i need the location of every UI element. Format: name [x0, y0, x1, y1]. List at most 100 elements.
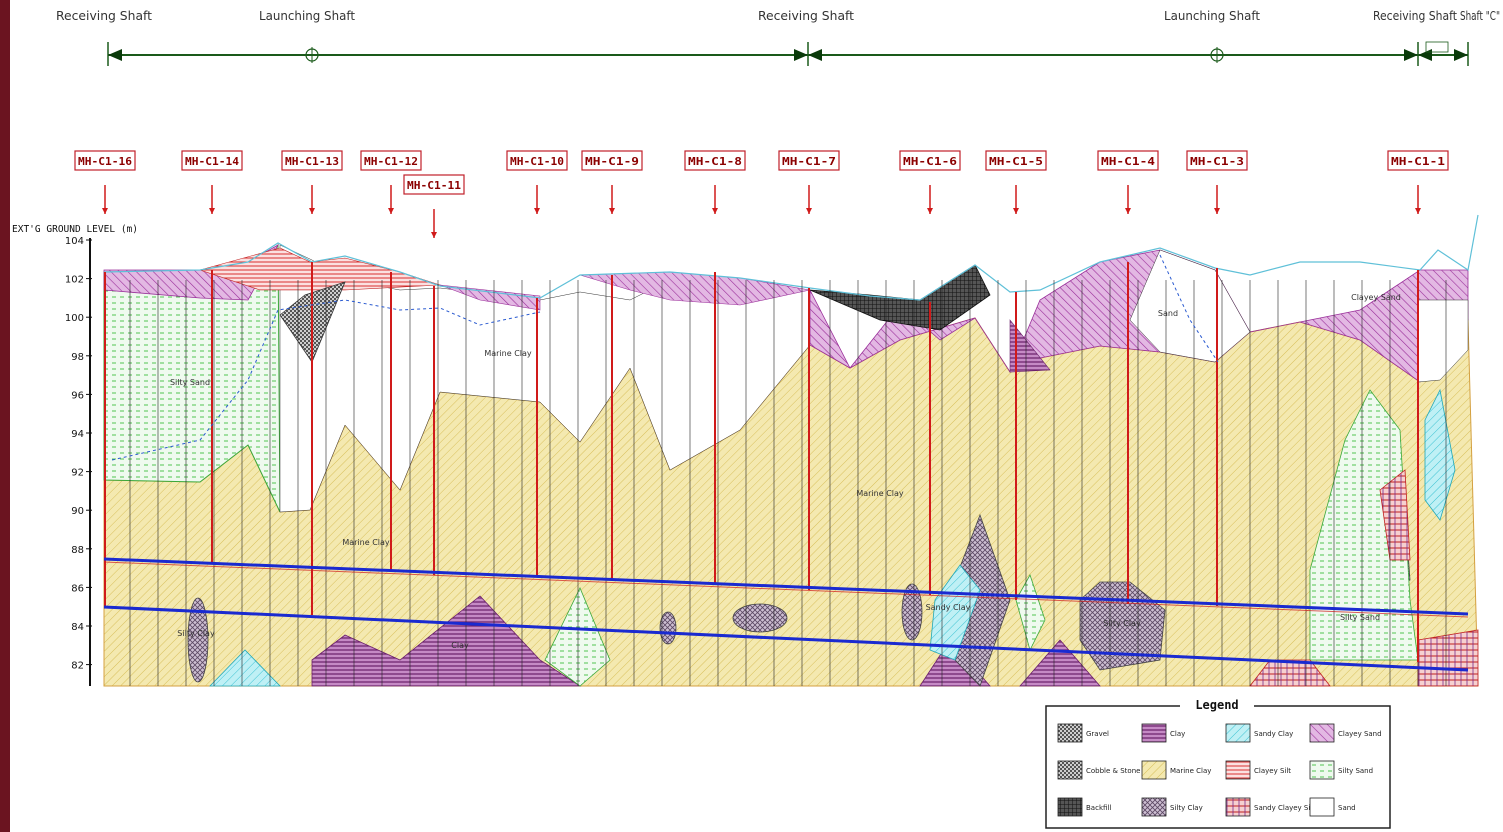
manhole-arrow-head: [431, 232, 437, 238]
stratum-clay: [1009, 319, 1051, 373]
manhole-marker: MH-C1-12: [360, 150, 422, 214]
shaft-label: Launching Shaft: [259, 9, 355, 23]
stratum-clay: [1019, 639, 1101, 687]
shaft-label: Receiving Shaft: [56, 9, 152, 23]
manhole-label-box: [1387, 150, 1449, 171]
manhole-label: MH-C1-4: [1101, 155, 1155, 168]
manhole-label: MH-C1-14: [185, 155, 239, 168]
legend-swatch: [1141, 723, 1167, 743]
manhole-label-box: [360, 150, 422, 171]
legend-item: Silty Clay: [1141, 797, 1203, 817]
legend-label: Marine Clay: [1170, 767, 1211, 775]
stratum-silty-clay: [659, 611, 677, 645]
soil-label: Marine Clay: [484, 349, 532, 358]
manhole-label-box: [581, 150, 643, 171]
legend-label: Sand: [1338, 804, 1356, 812]
pipe-redline: [103, 561, 1469, 618]
manhole-markers: MH-C1-16 MH-C1-14 MH-C1-13 MH-C1-12 MH-C1-11…: [74, 150, 1449, 238]
manhole-label-box: [1186, 150, 1248, 171]
manhole-marker: MH-C1-3: [1186, 150, 1248, 214]
manhole-arrow-head: [209, 208, 215, 214]
stratum-clayey-sand: [439, 284, 541, 311]
axis-tick-label: 86: [71, 583, 84, 594]
axis-tick-label: 100: [65, 313, 84, 324]
manhole-label: MH-C1-16: [78, 155, 132, 168]
stratum-silty-sand: [544, 587, 611, 687]
axis-tick-label: 98: [71, 352, 84, 363]
legend-label: Backfill: [1086, 804, 1111, 812]
axis-tick-label: 90: [71, 506, 84, 517]
legend-swatch: [1057, 797, 1083, 817]
soil-label: Sand: [1158, 309, 1178, 318]
stratum-silty-clay: [187, 597, 209, 683]
legend-item: Clayey Silt: [1225, 760, 1291, 780]
manhole-label-box: [1097, 150, 1159, 171]
frame-left-border: [0, 0, 10, 832]
manhole-marker: MH-C1-9: [581, 150, 643, 214]
manhole-marker: MH-C1-11: [403, 174, 465, 238]
legend-item: Silty Sand: [1309, 760, 1373, 780]
legend-item: Cobble & Stone: [1057, 760, 1140, 780]
legend-swatch: [1057, 723, 1083, 743]
manhole-label-box: [985, 150, 1047, 171]
legend-label: Clayey Sand: [1338, 730, 1382, 738]
legend-item: Backfill: [1057, 797, 1111, 817]
soil-label: Silty Clay: [1103, 619, 1141, 628]
legend-item: Clayey Sand: [1309, 723, 1382, 743]
axis-tick-label: 96: [71, 390, 84, 401]
soil-label: Silty Sand: [1340, 613, 1380, 622]
axis-tick-label: 104: [65, 236, 84, 247]
manhole-label: MH-C1-1: [1391, 155, 1445, 168]
soil-label: Silty Sand: [170, 378, 210, 387]
soil-label: Marine Clay: [342, 538, 390, 547]
manhole-label-box: [74, 150, 136, 171]
legend-swatch: [1057, 760, 1083, 780]
shaft-dimension-line: [107, 41, 1469, 66]
manhole-arrow-head: [388, 208, 394, 214]
manhole-label-box: [506, 150, 568, 171]
manhole-marker: MH-C1-6: [899, 150, 961, 214]
manhole-marker: MH-C1-5: [985, 150, 1047, 214]
stratum-sandy-clay: [929, 564, 981, 661]
legend-item: Sandy Clayey Silt: [1225, 797, 1315, 817]
legend-swatch: [1309, 760, 1335, 780]
manhole-label-box: [403, 174, 465, 195]
manhole-label: MH-C1-11: [407, 179, 461, 192]
soil-label: Sandy Clay: [926, 603, 971, 612]
manhole-marker: MH-C1-4: [1097, 150, 1159, 214]
stratum-sand: [1129, 249, 1251, 363]
groundwater-dashed-line: [111, 299, 541, 461]
legend-item: Gravel: [1057, 723, 1109, 743]
manhole-arrow-head: [102, 208, 108, 214]
manhole-marker: MH-C1-14: [181, 150, 243, 214]
manhole-label: MH-C1-7: [782, 155, 836, 168]
manhole-marker: MH-C1-8: [684, 150, 746, 214]
legend-label: Silty Sand: [1338, 767, 1373, 775]
manhole-arrow-head: [1013, 208, 1019, 214]
stratum-sandy-clayey-silt: [1417, 629, 1479, 687]
manhole-label: MH-C1-12: [364, 155, 418, 168]
axis-tick-label: 82: [71, 661, 84, 672]
pipe-crown-line: [103, 557, 1469, 616]
soil-label: Clay: [451, 641, 469, 650]
manhole-label-box: [181, 150, 243, 171]
manhole-arrow-head: [1125, 208, 1131, 214]
manhole-label: MH-C1-8: [688, 155, 742, 168]
manhole-label: MH-C1-5: [989, 155, 1043, 168]
manhole-arrow-head: [712, 208, 718, 214]
shaft-label: Shaft "C": [1460, 9, 1500, 23]
manhole-marker: MH-C1-13: [281, 150, 343, 214]
axis-tick-label: 88: [71, 545, 84, 556]
stratum-silty-clay: [901, 583, 923, 641]
elevation-axis: EXT'G GROUND LEVEL (m) 104 102 100 98 96 94 92…: [12, 224, 138, 686]
manhole-label: MH-C1-13: [285, 155, 339, 168]
manhole-marker: MH-C1-1: [1387, 150, 1449, 214]
legend-label: Silty Clay: [1170, 804, 1203, 812]
axis-tick-label: 102: [65, 275, 84, 286]
legend-item: Sandy Clay: [1225, 723, 1293, 743]
stratum-silty-clay: [732, 603, 788, 633]
shaft-label: Launching Shaft: [1164, 9, 1260, 23]
stratum-sandy-clay: [1424, 388, 1456, 521]
legend-swatch: [1225, 723, 1251, 743]
